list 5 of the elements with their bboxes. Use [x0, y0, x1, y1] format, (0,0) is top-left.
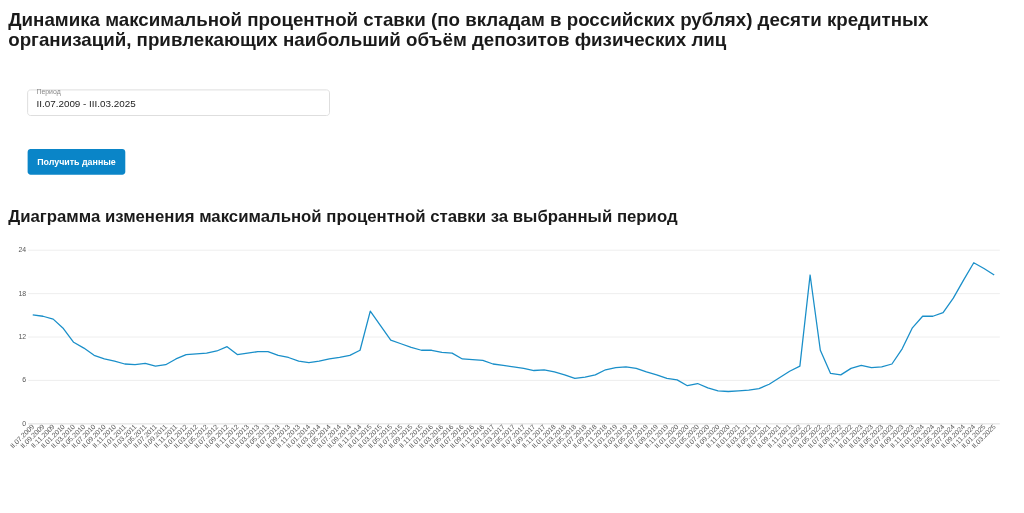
chart-title: Динамика максимальной процентной ставки (по вкладам в российских рублях) десяти кредитных организаций, привлекающих наибольший объём депозитов физических лиц — [8, 8, 930, 51]
text: II.07.2009 - III.03.2025 — [36, 97, 137, 109]
line-series — [32, 262, 995, 393]
text: Получить данные — [37, 156, 116, 167]
chart-subtitle: Диаграмма изменения максимальной процентной ставки за выбранный период — [8, 207, 678, 227]
